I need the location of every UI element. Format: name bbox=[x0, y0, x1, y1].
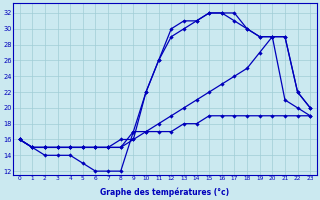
X-axis label: Graphe des températures (°c): Graphe des températures (°c) bbox=[100, 187, 229, 197]
